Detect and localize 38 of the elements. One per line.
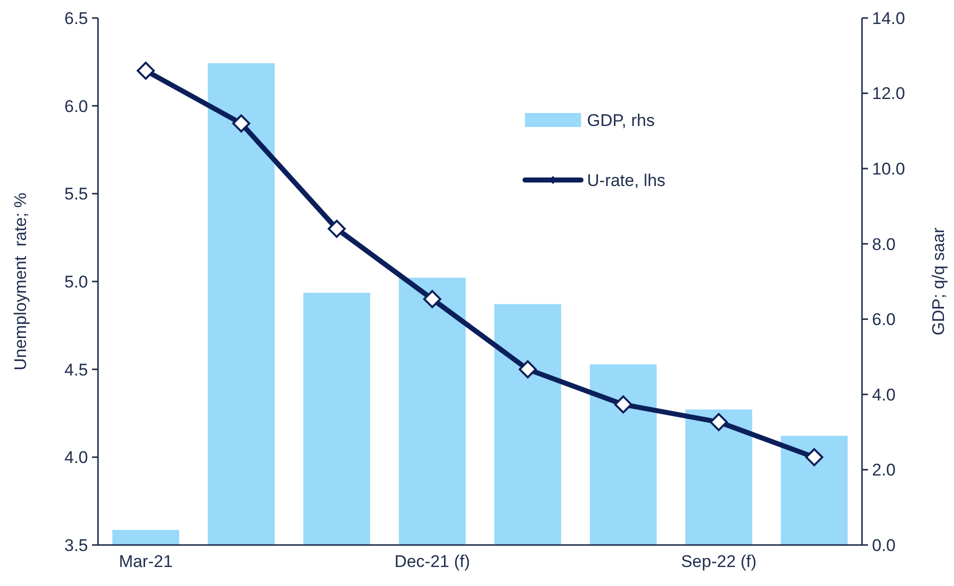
y-axis-title: Unemployment rate; % bbox=[11, 192, 30, 370]
y2-tick-label: 10.0 bbox=[872, 160, 906, 179]
y2-tick-label: 8.0 bbox=[872, 234, 896, 254]
y-tick-label: 3.5 bbox=[64, 536, 88, 555]
point bbox=[614, 395, 632, 414]
bar bbox=[398, 278, 466, 545]
bar bbox=[112, 530, 180, 545]
x-tick-label: Mar-21 bbox=[118, 552, 173, 571]
y2-tick-label: 12.0 bbox=[872, 84, 906, 104]
bar bbox=[208, 63, 275, 545]
x-tick-label: Sep-22 (f) bbox=[680, 552, 757, 571]
y2-tick-label: 2.0 bbox=[872, 460, 896, 480]
bar bbox=[494, 304, 562, 545]
point bbox=[710, 413, 728, 432]
legend-label: U-rate, lhs bbox=[587, 170, 666, 190]
y-tick-label: 6.0 bbox=[64, 96, 88, 116]
y-tick-label: 5.0 bbox=[64, 272, 88, 292]
bar bbox=[685, 409, 752, 545]
bar bbox=[303, 292, 370, 545]
point bbox=[232, 114, 250, 132]
y-tick-label: 4.0 bbox=[64, 448, 88, 468]
y2-tick-label: 14.0 bbox=[872, 8, 906, 28]
y-tick-label: 4.5 bbox=[64, 360, 88, 380]
point bbox=[518, 360, 537, 378]
y2-tick-label: 6.0 bbox=[872, 310, 896, 330]
point bbox=[423, 290, 442, 308]
y2-tick-label: 4.0 bbox=[872, 385, 896, 404]
point bbox=[328, 220, 346, 238]
point bbox=[805, 448, 824, 466]
point bbox=[136, 62, 155, 80]
x-tick-label: Dec-21 (f) bbox=[394, 552, 470, 571]
y2-axis-title: GDP; q/q saar bbox=[929, 227, 948, 336]
legend-label: GDP, rhs bbox=[587, 110, 655, 130]
y-tick-label: 6.5 bbox=[64, 8, 88, 28]
bar bbox=[780, 436, 848, 545]
y-tick-label: 5.5 bbox=[64, 184, 88, 204]
y2-tick-label: 0.0 bbox=[872, 536, 896, 555]
bar bbox=[590, 364, 657, 545]
